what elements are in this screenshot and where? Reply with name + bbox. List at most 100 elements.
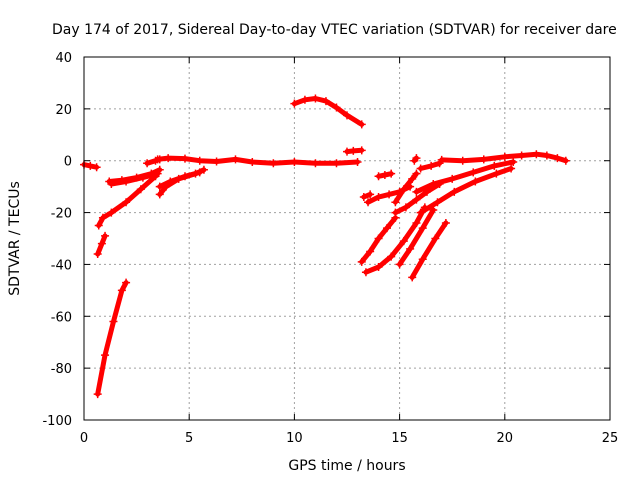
data-series	[408, 218, 450, 282]
data-point	[101, 231, 110, 240]
y-tick-label: 20	[55, 103, 72, 118]
data-point	[437, 155, 446, 164]
data-point	[300, 95, 309, 104]
data-point	[101, 351, 110, 360]
data-point	[408, 174, 417, 183]
data-point	[107, 180, 116, 189]
data-point	[122, 198, 131, 207]
data-point	[507, 164, 516, 173]
data-point	[366, 247, 375, 256]
data-series	[391, 169, 421, 207]
data-point	[92, 163, 101, 172]
data-series	[416, 164, 516, 217]
data-point	[395, 260, 404, 269]
data-point	[164, 154, 173, 163]
data-point	[412, 218, 421, 227]
data-point	[98, 213, 107, 222]
data-point	[93, 250, 102, 259]
series-trace	[392, 171, 419, 205]
data-point	[374, 263, 383, 272]
data-point	[212, 157, 221, 166]
data-series	[416, 159, 444, 173]
data-point	[380, 170, 389, 179]
data-point	[155, 190, 164, 199]
data-point	[180, 154, 189, 163]
data-series	[290, 94, 366, 129]
data-point	[412, 154, 421, 163]
data-point	[553, 154, 562, 163]
data-point	[387, 252, 396, 261]
series-trace	[95, 280, 129, 397]
data-series	[359, 190, 375, 202]
y-tick-label: -40	[51, 258, 72, 273]
data-point	[391, 198, 400, 207]
chart-title: Day 174 of 2017, Sidereal Day-to-day VTE…	[52, 22, 617, 38]
data-point	[441, 218, 450, 227]
data-point	[153, 155, 162, 164]
data-point	[542, 151, 551, 160]
data-point	[107, 208, 116, 217]
data-point	[94, 221, 103, 230]
data-point	[429, 180, 438, 189]
data-point	[490, 161, 499, 170]
data-point	[311, 159, 320, 168]
grid	[84, 57, 610, 420]
data-point	[412, 195, 421, 204]
data-point	[418, 224, 427, 233]
data-point	[166, 177, 175, 186]
data-point	[387, 169, 396, 178]
data-point	[122, 278, 131, 287]
data-point	[448, 174, 457, 183]
series-trace	[409, 220, 449, 280]
data-point	[418, 255, 427, 264]
data-point	[450, 187, 459, 196]
y-tick-label: -20	[51, 207, 72, 222]
data-series	[153, 154, 362, 168]
data-point	[492, 169, 501, 178]
ticks: 0 5 10 15 20 25 -100 -80 -60 -40 -20 0 20 40	[42, 51, 618, 446]
series-trace	[418, 166, 514, 216]
data-point	[561, 156, 570, 165]
data-point	[412, 169, 421, 178]
data-series	[437, 150, 570, 165]
data-series	[80, 160, 101, 172]
data-series	[93, 278, 131, 399]
x-axis-label: GPS time / hours	[288, 458, 405, 474]
data-series	[412, 158, 518, 196]
data-series	[155, 168, 204, 191]
data-series	[343, 146, 366, 156]
data-point	[153, 169, 162, 178]
data-point	[231, 155, 240, 164]
data-point	[416, 164, 425, 173]
y-tick-label: -60	[51, 310, 72, 325]
data-point	[385, 190, 394, 199]
data-series	[93, 231, 110, 259]
data-point	[311, 94, 320, 103]
data-point	[416, 208, 425, 217]
x-tick-label: 0	[80, 431, 88, 446]
data-point	[109, 317, 118, 326]
series-trace	[397, 207, 436, 267]
data-point	[117, 286, 126, 295]
data-series	[107, 169, 162, 189]
data-point	[359, 193, 368, 202]
data-point	[479, 155, 488, 164]
data-point	[374, 234, 383, 243]
data-point	[406, 244, 415, 253]
data-point	[357, 257, 366, 266]
data-point	[199, 165, 208, 174]
data-point	[427, 161, 436, 170]
data-point	[138, 173, 147, 182]
y-tick-label: -80	[51, 362, 72, 377]
data-point	[269, 159, 278, 168]
data-point	[195, 156, 204, 165]
series-trace	[157, 169, 203, 190]
data-point	[353, 158, 362, 167]
data-point	[374, 193, 383, 202]
data-point	[93, 390, 102, 399]
data-point	[343, 147, 351, 156]
data-point	[433, 198, 442, 207]
x-tick-label: 5	[185, 431, 193, 446]
data-point	[290, 158, 299, 167]
